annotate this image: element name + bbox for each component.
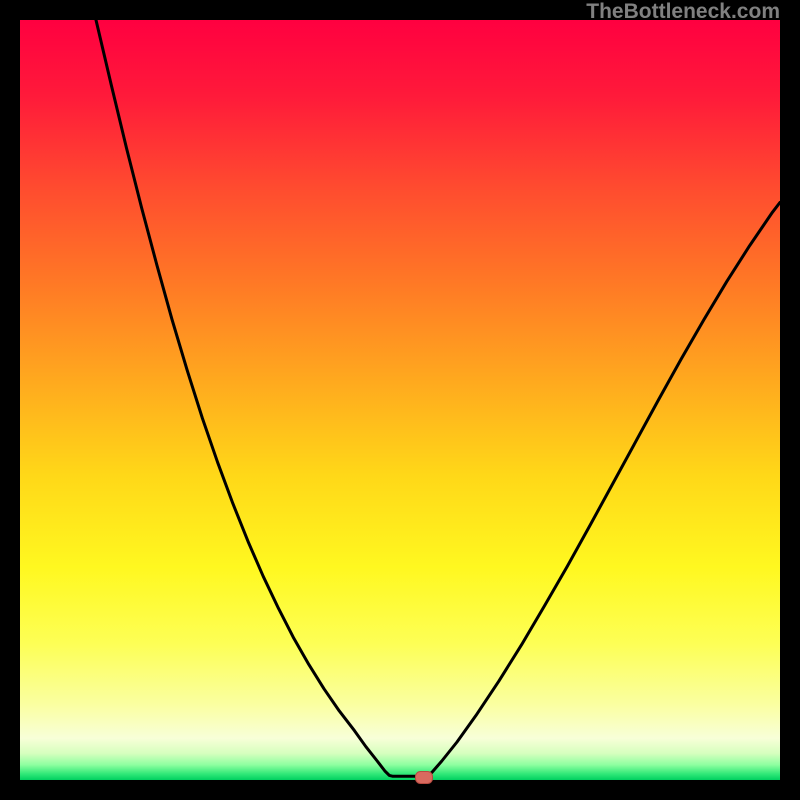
bottleneck-curve (20, 20, 780, 780)
optimum-marker (415, 771, 433, 784)
plot-area (20, 20, 780, 780)
watermark-text: TheBottleneck.com (586, 0, 780, 24)
chart-container: TheBottleneck.com (0, 0, 800, 800)
